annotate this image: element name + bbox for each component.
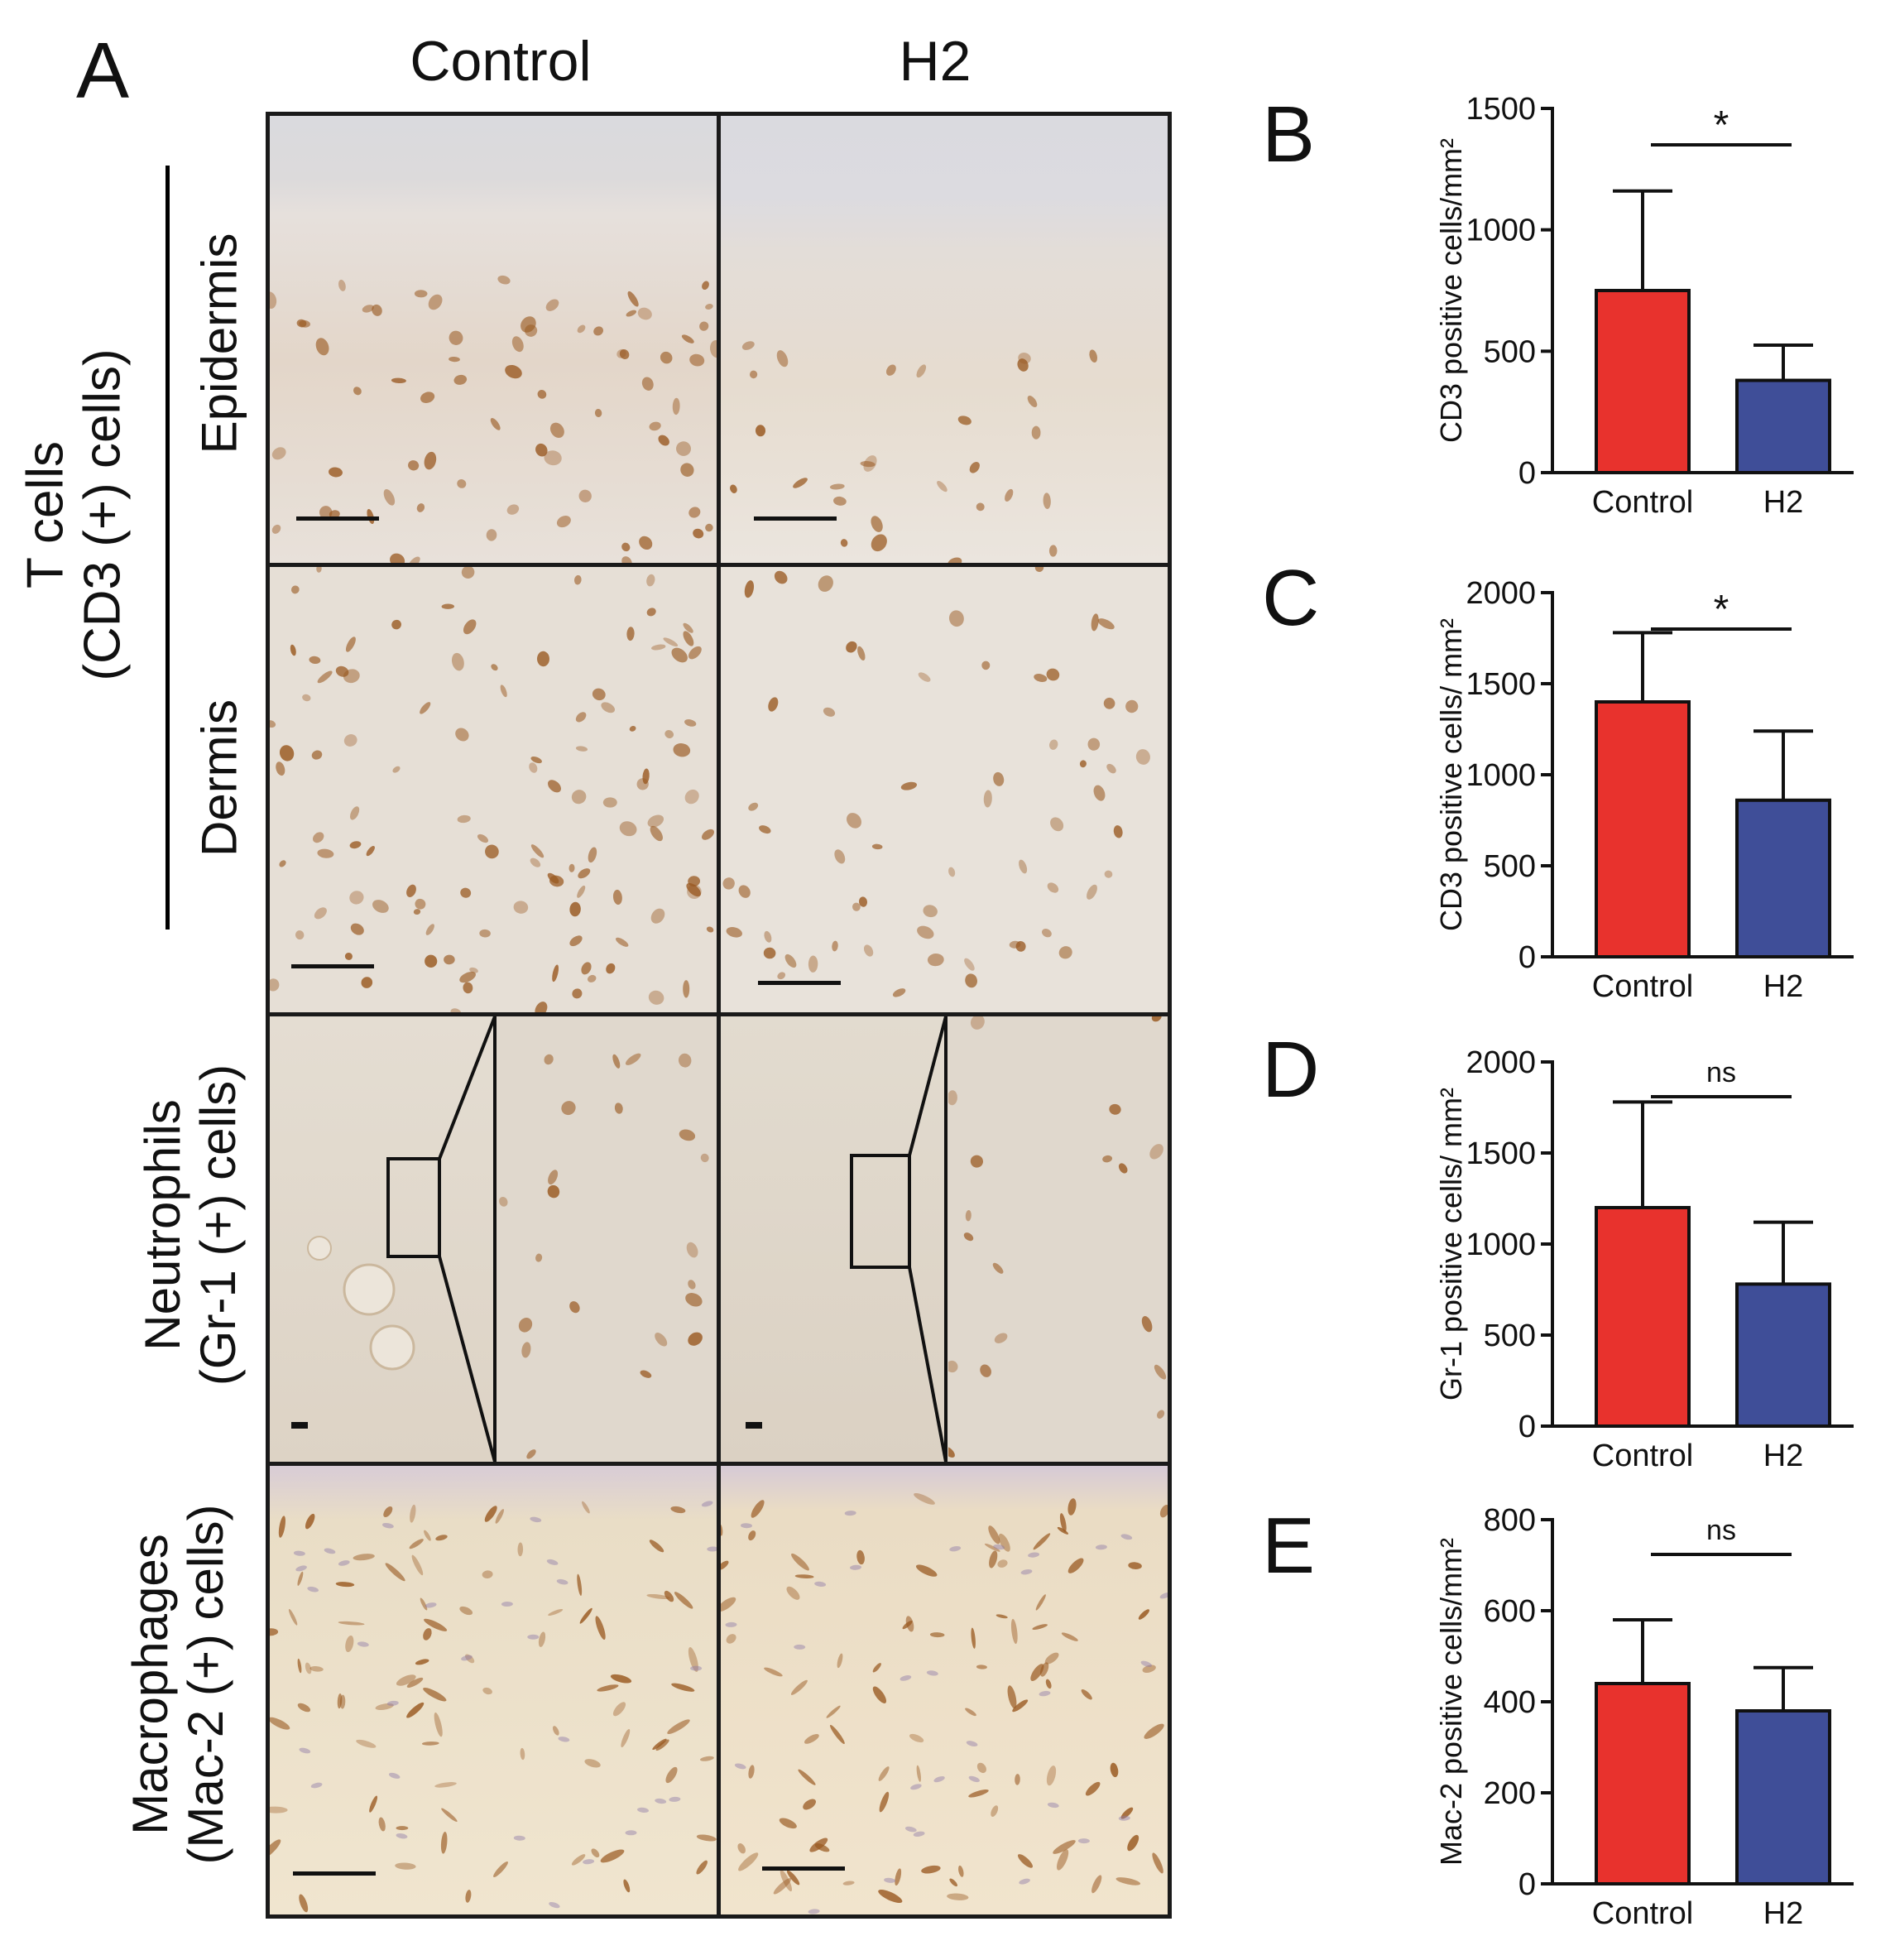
stain-overlay [270, 275, 717, 563]
x-tick-label: Control [1592, 1439, 1694, 1473]
column-header-control: Control [410, 30, 592, 93]
x-tick-label: H2 [1763, 1439, 1804, 1473]
stain-overlay [499, 1053, 709, 1459]
x-tick-label: H2 [1763, 969, 1804, 1004]
bar-chart-b: 0 500 1000 1500 CD3 positive cells/mm² Contro… [1434, 92, 1854, 520]
y-tick-label: 400 [1484, 1685, 1536, 1720]
row-label-neutro-line1: Neutrophils [134, 1099, 190, 1351]
x-tick-label: H2 [1763, 1896, 1804, 1931]
y-axis-label: Mac-2 positive cells/mm² [1434, 1538, 1468, 1866]
tcells-bracket-line [166, 166, 170, 930]
significance-label: ns [1706, 1515, 1736, 1546]
y-tick-label: 1500 [1466, 92, 1536, 127]
panel-letter-d: D [1262, 1026, 1320, 1114]
y-tick-label: 1000 [1466, 758, 1536, 793]
zoom-lines [307, 1016, 497, 1462]
scale-bar [296, 516, 379, 521]
y-tick-label: 1500 [1466, 667, 1536, 702]
stain-overlay [722, 567, 1150, 997]
scale-bar [746, 1422, 762, 1429]
significance-label: * [1714, 588, 1729, 632]
y-tick-label: 2000 [1466, 576, 1536, 611]
micrograph-mac2-h2 [717, 1462, 1172, 1919]
stain-overlay [270, 1501, 717, 1913]
y-tick-label: 800 [1484, 1503, 1536, 1538]
row-label-tcells-line1: T cells [17, 441, 74, 589]
row-label-macro-line2: (Mac-2 (+) cells) [178, 1504, 233, 1865]
significance-label: * [1714, 103, 1729, 147]
y-tick-label: 500 [1484, 849, 1536, 884]
panel-letter-a: A [76, 26, 130, 115]
bar-chart-c: 0 500 1000 1500 2000 CD3 positive cells/ mm² C… [1434, 576, 1854, 1004]
y-tick-label: 200 [1484, 1776, 1536, 1811]
x-tick-label: Control [1592, 969, 1694, 1004]
scale-bar [754, 516, 837, 521]
micrograph-gr1-h2 [717, 1012, 1172, 1466]
row-label-macrophages: Macrophages (Mac-2 (+) cells) [122, 1504, 233, 1864]
panel-letter-b: B [1262, 90, 1316, 179]
y-tick-label: 0 [1518, 1867, 1536, 1902]
row-label-dermis: Dermis [191, 699, 247, 857]
row-label-neutrophils: Neutrophils (Gr-1 (+) cells) [135, 1064, 246, 1386]
micrograph-cd3-epidermis-control [266, 112, 721, 567]
y-axis-label: CD3 positive cells/ mm² [1434, 618, 1468, 931]
panel-letter-c: C [1262, 554, 1320, 642]
stain-overlay [730, 341, 1098, 563]
micrograph-gr1-control [266, 1012, 721, 1466]
row-label-epidermis: Epidermis [191, 233, 247, 454]
scale-bar [293, 1871, 376, 1876]
stain-overlay [721, 1492, 1168, 1914]
bar-chart-d: 0 500 1000 1500 2000 Gr-1 positive cells/ mm²… [1434, 1045, 1854, 1473]
stain-overlay [948, 1016, 1167, 1458]
scale-bar [758, 981, 841, 985]
row-label-tcells: T cells (CD3 (+) cells) [17, 348, 132, 680]
x-tick-label: Control [1592, 1896, 1694, 1931]
column-header-h2: H2 [899, 30, 971, 93]
y-tick-label: 1000 [1466, 214, 1536, 248]
low-mag-view [270, 1016, 495, 1462]
micrograph-mac2-control [266, 1462, 721, 1919]
bar-chart-e: 0 200 400 600 800 Mac-2 positive cells/mm² Con… [1434, 1503, 1854, 1931]
y-tick-label: 500 [1484, 334, 1536, 369]
y-tick-label: 1000 [1466, 1227, 1536, 1262]
scale-bar [291, 1422, 308, 1429]
row-label-macro-line1: Macrophages [122, 1534, 178, 1835]
significance-label: ns [1706, 1057, 1736, 1088]
y-axis-label: Gr-1 positive cells/ mm² [1434, 1088, 1468, 1400]
panel-letter-e: E [1262, 1501, 1316, 1590]
y-axis-label: CD3 positive cells/mm² [1434, 138, 1468, 443]
y-tick-label: 0 [1518, 1410, 1536, 1444]
y-tick-label: 500 [1484, 1319, 1536, 1353]
micrograph-cd3-dermis-h2 [717, 563, 1172, 1016]
row-label-tcells-line2: (CD3 (+) cells) [74, 348, 132, 681]
y-tick-label: 0 [1518, 940, 1536, 975]
y-tick-label: 2000 [1466, 1045, 1536, 1080]
stain-overlay [270, 567, 714, 1012]
zoom-lines [850, 1016, 948, 1462]
x-tick-label: Control [1592, 485, 1694, 520]
y-tick-label: 1500 [1466, 1136, 1536, 1171]
row-label-neutro-line2: (Gr-1 (+) cells) [190, 1064, 246, 1386]
x-tick-label: H2 [1763, 485, 1804, 520]
scale-bar [291, 964, 374, 968]
scale-bar [762, 1866, 845, 1871]
micrograph-cd3-dermis-control [266, 563, 721, 1016]
micrograph-cd3-epidermis-h2 [717, 112, 1172, 567]
y-tick-label: 0 [1518, 456, 1536, 491]
y-tick-label: 600 [1484, 1594, 1536, 1629]
